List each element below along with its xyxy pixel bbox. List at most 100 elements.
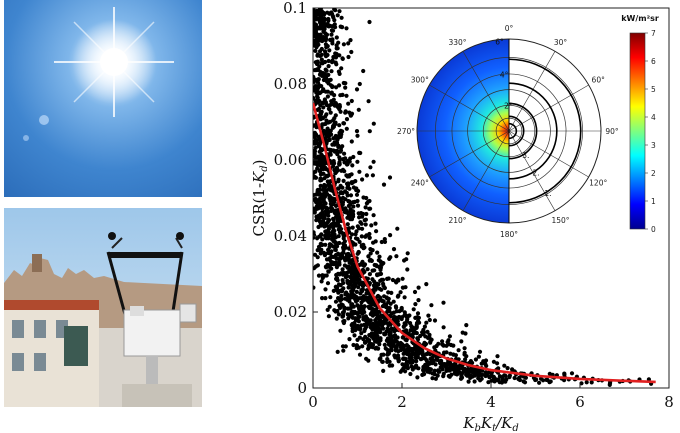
scatter-point xyxy=(327,251,332,256)
scatter-point xyxy=(476,376,481,381)
scatter-point xyxy=(349,139,354,144)
scatter-point xyxy=(447,368,452,373)
scatter-point xyxy=(413,302,418,307)
scatter-point xyxy=(405,346,410,351)
scatter-point xyxy=(364,356,369,361)
scatter-point xyxy=(324,32,330,37)
scatter-point xyxy=(367,19,372,25)
scatter-point xyxy=(375,250,380,255)
scatter-point xyxy=(358,150,363,156)
scatter-point xyxy=(335,278,340,283)
scatter-point xyxy=(343,245,348,250)
scatter-point xyxy=(345,162,350,167)
scatter-point xyxy=(342,151,347,156)
scatter-point xyxy=(313,95,316,101)
scatter-point xyxy=(408,328,413,333)
scatter-point xyxy=(337,240,342,246)
scatter-point xyxy=(516,376,521,382)
scatter-point xyxy=(440,366,445,371)
scatter-point xyxy=(337,123,342,128)
scatter-point xyxy=(416,318,421,324)
scatter-point xyxy=(324,236,329,241)
scatter-point xyxy=(466,379,471,384)
scatter-point xyxy=(332,116,337,121)
scatter-point xyxy=(351,212,356,217)
scatter-point xyxy=(317,187,322,192)
scatter-point xyxy=(360,226,365,231)
scatter-point xyxy=(367,235,372,240)
scatter-point xyxy=(365,267,370,272)
scatter-point xyxy=(325,52,330,58)
scatter-point xyxy=(465,367,471,372)
scatter-point xyxy=(322,49,328,54)
scatter-point xyxy=(401,345,406,350)
scatter-point xyxy=(351,204,356,209)
scatter-point xyxy=(337,71,342,76)
scatter-point xyxy=(468,359,473,364)
scatter-point xyxy=(425,329,430,334)
scatter-point xyxy=(356,285,361,290)
scatter-point xyxy=(377,336,382,341)
scatter-point xyxy=(319,26,324,31)
scatter-point xyxy=(376,258,381,263)
scatter-point xyxy=(331,225,336,230)
scatter-point xyxy=(317,137,322,142)
scatter-point xyxy=(380,359,385,364)
scatter-point xyxy=(390,327,395,332)
scatter-point xyxy=(398,290,403,295)
scatter-point xyxy=(381,261,386,266)
scatter-point xyxy=(449,364,455,369)
scatter-point xyxy=(323,242,328,247)
scatter-point xyxy=(335,152,340,157)
scatter-point xyxy=(344,126,349,131)
scatter-point xyxy=(347,282,352,287)
scatter-point xyxy=(354,87,360,92)
scatter-point xyxy=(368,257,373,262)
scatter-point xyxy=(327,304,332,309)
scatter-point xyxy=(392,314,397,319)
scatter-point xyxy=(408,371,413,377)
scatter-point xyxy=(315,59,320,64)
scatter-point xyxy=(350,286,355,291)
y-tick-label: 0.06 xyxy=(274,151,307,169)
scatter-point xyxy=(377,272,382,277)
scatter-point xyxy=(355,159,360,164)
scatter-point xyxy=(370,342,376,347)
scatter-point xyxy=(364,201,369,206)
scatter-point xyxy=(327,103,332,108)
scatter-point xyxy=(315,236,320,241)
colorbar-tick-label: 1 xyxy=(651,197,656,206)
scatter-point xyxy=(500,377,505,382)
scatter-point xyxy=(401,356,406,361)
scatter-point xyxy=(371,283,376,288)
scatter-point xyxy=(479,376,484,381)
scatter-point xyxy=(354,289,359,294)
fit-line xyxy=(313,102,656,384)
scatter-point xyxy=(409,348,414,353)
scatter-point xyxy=(322,273,327,278)
scatter-point xyxy=(331,262,336,267)
scatter-point xyxy=(317,106,322,111)
scatter-point xyxy=(391,299,396,304)
scatter-point xyxy=(313,24,317,29)
scatter-point xyxy=(360,214,365,219)
scatter-point xyxy=(364,195,369,201)
scatter-point xyxy=(329,32,334,37)
scatter-point xyxy=(346,101,351,106)
scatter-point xyxy=(328,295,333,300)
scatter-point xyxy=(395,353,401,358)
scatter-point xyxy=(323,114,328,119)
scatter-point xyxy=(496,377,501,382)
scatter-point xyxy=(365,276,370,281)
scatter-point xyxy=(391,247,397,252)
scatter-point xyxy=(495,354,500,359)
scatter-point xyxy=(313,134,317,140)
scatter-point xyxy=(367,129,372,134)
scatter-point xyxy=(424,282,429,287)
scatter-point xyxy=(388,330,393,335)
scatter-point xyxy=(387,175,393,180)
scatter-point xyxy=(317,8,322,11)
scatter-point xyxy=(316,34,321,39)
scatter-point xyxy=(562,372,567,377)
